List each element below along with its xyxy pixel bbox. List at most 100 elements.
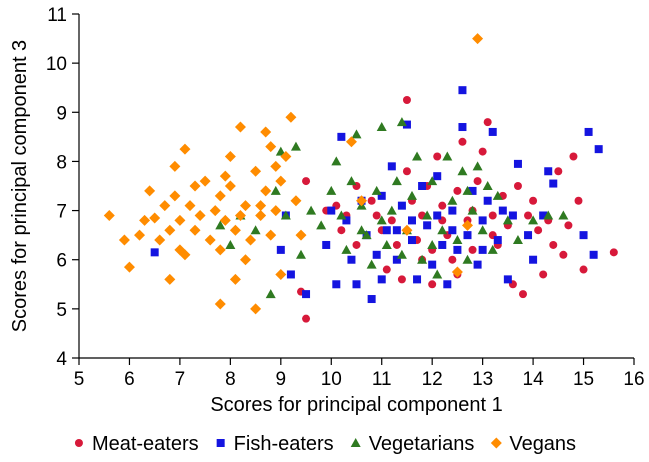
data-point [524,231,533,240]
x-tick-label: 7 [175,369,186,390]
y-ticks: 4 5 6 7 8 9 10 11 [46,5,79,370]
data-point [433,152,442,161]
data-point [150,248,159,257]
data-point [154,234,166,246]
data-point [123,261,135,273]
data-point [438,201,447,210]
data-point [493,236,502,245]
data-point [482,181,493,190]
data-point [234,121,246,133]
x-tick-label: 12 [422,369,443,390]
data-point [458,123,467,132]
data-point [392,255,401,264]
data-point [352,280,361,289]
series-vegetarians [215,117,569,299]
data-point [342,216,351,225]
legend-label: Vegetarians [369,433,475,455]
data-point [428,280,437,289]
data-point [356,225,367,235]
x-tick-label: 11 [372,369,392,390]
data-point [594,145,603,154]
data-point [407,190,417,200]
data-point [377,191,386,200]
legend-marker [216,439,225,447]
legend-marker [350,438,361,447]
data-point [478,216,487,225]
data-point [240,254,251,266]
y-tick-label: 4 [56,349,67,370]
data-point [376,215,387,225]
data-point [453,186,462,195]
data-point [164,224,176,236]
data-point [387,162,396,171]
legend-marker [74,439,83,447]
axes [78,14,634,359]
data-point [260,185,272,197]
data-point [240,200,251,212]
data-point [609,248,618,257]
data-point [194,209,206,221]
data-point [503,275,512,284]
y-tick-label: 8 [56,152,67,173]
data-point [574,196,583,205]
data-point [473,260,482,269]
x-axis-title: Scores for principal component 1 [210,394,502,416]
data-point [386,205,397,215]
data-point [427,176,438,186]
data-point [462,185,473,195]
data-point [219,170,231,182]
data-point [483,118,492,127]
data-point [179,143,191,155]
data-point [204,234,216,246]
data-point [433,211,442,220]
data-point [144,185,156,197]
data-point [468,186,477,195]
data-point [275,175,287,187]
data-point [477,225,488,235]
data-point [564,221,573,230]
data-point [451,266,463,278]
data-point [118,234,130,246]
legend-label: Meat-eaters [92,433,199,455]
x-tick-label: 15 [573,369,594,390]
data-point [487,244,498,254]
data-point [554,167,563,176]
data-point [401,224,413,236]
data-points [103,33,618,323]
y-tick-label: 6 [56,251,67,272]
data-point [377,275,386,284]
data-point [306,205,317,215]
data-point [214,298,226,310]
data-point [322,240,331,249]
data-point [392,226,401,235]
data-point [462,219,473,231]
data-point [458,137,467,146]
data-point [513,159,522,168]
x-tick-label: 14 [523,369,545,390]
data-point [432,269,443,279]
data-point [569,152,578,161]
data-point [382,265,391,274]
data-point [524,211,533,220]
data-point [341,244,352,254]
data-point [372,250,381,259]
data-point [296,249,306,259]
data-point [225,239,236,249]
data-point [513,182,522,190]
data-point [275,146,286,156]
data-point [367,196,376,205]
data-point [433,172,442,181]
data-point [376,122,387,132]
data-point [396,117,407,127]
data-point [448,206,457,215]
data-point [255,209,267,221]
data-point [224,180,236,192]
data-point [351,129,362,139]
data-point [402,96,411,104]
data-point [302,177,311,186]
data-point [539,270,548,279]
data-point [139,214,151,226]
data-point [543,210,554,220]
data-point [250,165,262,177]
data-point [408,236,416,245]
